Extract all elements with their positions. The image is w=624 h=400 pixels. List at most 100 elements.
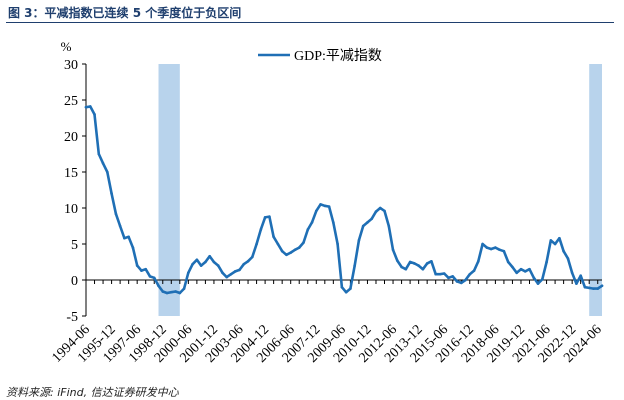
data-point (477, 259, 480, 263)
shaded-range-1 (158, 64, 180, 316)
data-point (340, 285, 344, 289)
data-point (276, 242, 280, 246)
data-point (152, 276, 156, 280)
y-tick-label: 20 (64, 130, 78, 145)
data-point (374, 210, 378, 213)
data-point (566, 257, 570, 260)
y-axis: -5 0 5 10 15 20 25 30% (61, 39, 87, 325)
data-point (485, 246, 489, 249)
data-point (511, 265, 514, 269)
data-point (225, 275, 229, 279)
data-point (425, 262, 429, 265)
data-point (421, 267, 425, 271)
data-point (336, 242, 339, 246)
data-point (310, 221, 314, 224)
data-point (259, 228, 263, 231)
data-point (297, 246, 301, 249)
data-point (242, 262, 246, 266)
data-point (553, 242, 557, 246)
data-point (349, 287, 352, 290)
data-point (161, 290, 165, 293)
y-tick-label: 30 (64, 58, 78, 73)
data-point (251, 255, 254, 259)
data-point (148, 275, 152, 278)
data-point (600, 284, 604, 288)
data-point (263, 216, 267, 219)
data-point (413, 262, 416, 265)
data-point (272, 235, 275, 239)
data-point (498, 248, 501, 252)
data-point (216, 264, 220, 267)
data-point (387, 224, 391, 228)
data-point (114, 212, 118, 216)
data-point (106, 170, 109, 174)
data-point (182, 287, 186, 290)
data-point (127, 235, 130, 239)
data-point (268, 215, 271, 218)
data-point (494, 246, 497, 249)
data-point (434, 272, 437, 276)
data-point (174, 290, 177, 293)
data-point (135, 264, 139, 267)
data-point (575, 282, 578, 285)
data-point (212, 260, 216, 264)
data-point (383, 209, 386, 213)
data-point (238, 268, 241, 272)
data-point (327, 205, 331, 208)
data-point (540, 277, 544, 281)
data-point (549, 239, 553, 242)
data-point (84, 105, 88, 109)
data-point (118, 224, 122, 228)
data-point (417, 264, 420, 267)
data-point (344, 290, 348, 294)
data-point (532, 276, 536, 280)
data-point (178, 291, 182, 295)
data-point (361, 224, 365, 228)
data-point (144, 267, 148, 271)
data-point (489, 247, 493, 251)
data-point (88, 105, 92, 108)
data-point (400, 265, 403, 269)
data-point (199, 264, 203, 267)
data-point (165, 291, 169, 295)
data-point (306, 228, 310, 231)
data-point (545, 260, 548, 264)
data-point (370, 217, 374, 221)
data-point (515, 271, 519, 275)
legend-label: GDP:平减指数 (294, 48, 382, 64)
y-tick-label: 15 (64, 166, 78, 181)
data-point (131, 246, 135, 249)
data-point (302, 241, 305, 244)
data-point (378, 206, 382, 210)
data-point (123, 236, 126, 240)
data-point (451, 275, 455, 278)
data-point (523, 270, 527, 273)
data-point (366, 221, 369, 224)
data-point (430, 259, 433, 263)
data-point (528, 267, 531, 271)
data-point (187, 271, 190, 275)
data-point (579, 274, 582, 277)
data-point (169, 290, 173, 294)
data-point (447, 276, 450, 280)
data-point (558, 236, 561, 240)
data-point (562, 249, 565, 253)
data-point (391, 248, 395, 252)
data-point (519, 267, 523, 271)
data-point (506, 260, 510, 264)
y-unit-label: % (61, 39, 72, 54)
data-point (464, 278, 467, 282)
data-point (255, 242, 258, 246)
data-point (583, 285, 587, 289)
shaded-range-2 (589, 64, 602, 316)
data-point (459, 281, 463, 285)
data-point (596, 287, 600, 290)
data-point (233, 270, 237, 273)
data-point (97, 152, 101, 156)
figure-title: 图 3：平减指数已连续 5 个季度位于负区间 (8, 6, 242, 20)
data-point (157, 284, 160, 288)
data-point (404, 267, 408, 271)
data-point (285, 253, 288, 257)
x-axis: 1994-061995-121997-061998-122000-062001-… (49, 279, 605, 366)
data-point (280, 249, 284, 253)
